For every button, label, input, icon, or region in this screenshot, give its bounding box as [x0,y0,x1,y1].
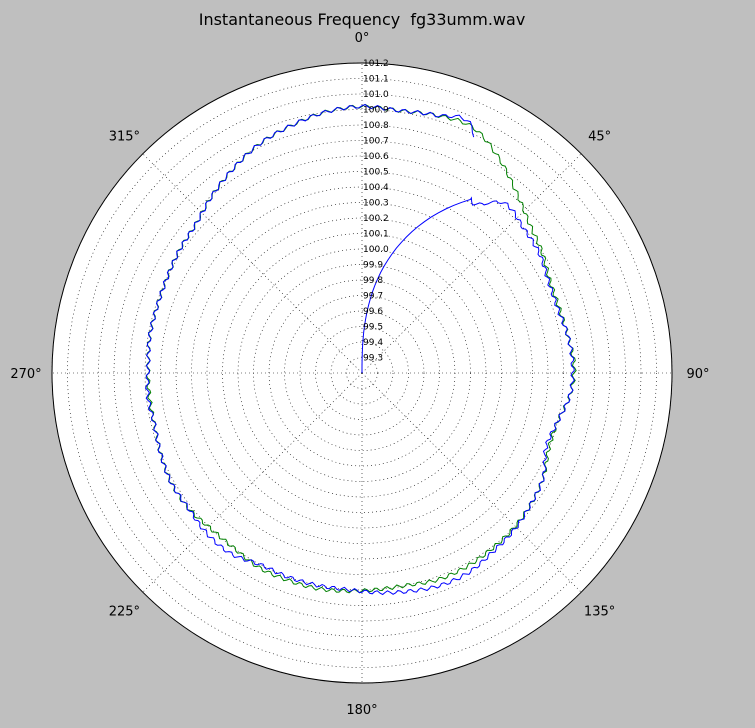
radial-tick-label: 101.1 [363,75,389,85]
radial-tick-label: 99.6 [363,307,383,317]
radial-gridline [330,341,394,405]
radial-tick-label: 101.2 [363,59,389,69]
radial-tick-label: 99.5 [363,323,383,333]
angle-tick-labels: 0° 45° 90° 135° 180° 225° 270° 315° [10,31,709,718]
angle-tick-label: 270° [10,367,41,382]
radial-tick-label: 100.8 [363,121,389,131]
angle-tick-label: 90° [686,367,709,382]
axes-outline [51,62,673,684]
radial-tick-label: 100.9 [363,106,389,116]
radial-gridline [284,295,440,451]
angle-tick-label: 0° [355,31,370,46]
radial-tick-labels: 99.3 99.4 99.5 99.6 99.7 99.8 99.9 100.0 100.1 10… [363,59,389,364]
radial-gridline [222,233,502,513]
chart-title: Instantaneous Frequency fg33umm.wav [198,10,526,29]
polar-grid [51,62,673,684]
radial-tick-label: 100.6 [363,152,389,162]
radial-tick-label: 101.0 [363,90,389,100]
radial-tick-label: 99.8 [363,276,383,286]
radial-tick-label: 99.7 [363,292,383,302]
radial-tick-label: 99.3 [363,354,383,364]
angle-tick-label: 45° [588,129,611,144]
series-layer [144,103,577,596]
radial-tick-label: 99.9 [363,261,383,271]
radial-tick-label: 100.7 [363,137,389,147]
angle-tick-label: 180° [346,703,377,718]
radial-gridline [191,202,533,544]
radial-tick-label: 100.0 [363,245,389,255]
radial-tick-label: 100.3 [363,199,389,209]
polar-frame [51,62,673,684]
radial-gridline [175,186,549,560]
radial-gridline [160,171,564,575]
radial-tick-label: 100.4 [363,183,389,193]
radial-gridline [82,93,642,653]
radial-tick-label: 100.5 [363,168,389,178]
angle-tick-label: 315° [109,129,140,144]
angle-tick-label: 135° [584,605,615,620]
angle-tick-label: 225° [109,605,140,620]
radial-gridline [67,78,657,668]
series-line-2 [144,104,575,596]
radial-tick-label: 100.2 [363,214,389,224]
radial-tick-label: 100.1 [363,230,389,240]
radial-gridline [98,109,626,637]
radial-gridline [299,310,425,436]
radial-tick-label: 99.4 [363,338,383,348]
radial-gridline [206,217,518,529]
radial-gridline [315,326,409,420]
